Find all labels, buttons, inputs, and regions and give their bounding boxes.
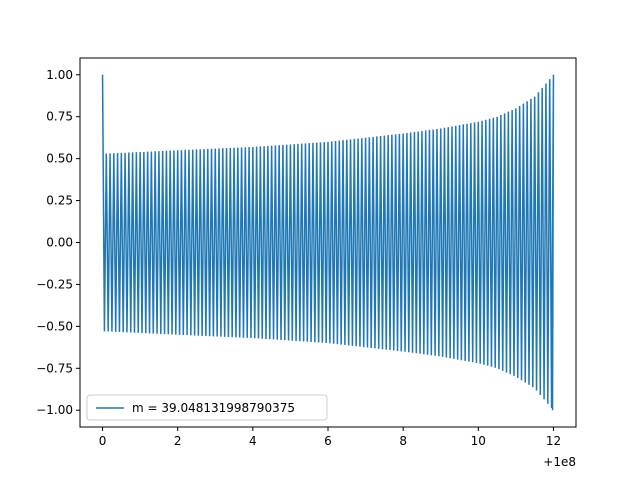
y-tick-label: 1.00 (46, 68, 73, 82)
y-tick-label: 0.00 (46, 236, 73, 250)
y-tick-label: −0.50 (36, 319, 73, 333)
legend: m = 39.048131998790375 (86, 394, 328, 421)
x-tick-label: 4 (249, 434, 257, 448)
y-tick-label: −0.25 (36, 277, 73, 291)
y-tick-label: 0.25 (46, 194, 73, 208)
x-tick-label: 6 (324, 434, 332, 448)
x-tick-label: 8 (399, 434, 407, 448)
x-tick-label: 12 (546, 434, 561, 448)
y-tick-label: −1.00 (36, 403, 73, 417)
series-line (101, 74, 555, 411)
x-tick-label: 0 (99, 434, 107, 448)
series-layer (101, 74, 555, 411)
y-tick-label: 0.50 (46, 152, 73, 166)
legend-entry-label: m = 39.048131998790375 (132, 401, 295, 415)
legend-box (86, 394, 328, 421)
x-axis-ticks: 0 2 4 6 8 10 12 (99, 427, 561, 448)
y-tick-label: 0.75 (46, 110, 73, 124)
x-axis-offset-label: +1e8 (543, 455, 576, 469)
x-tick-label: 10 (471, 434, 486, 448)
y-tick-label: −0.75 (36, 361, 73, 375)
y-axis-ticks: 1.00 0.75 0.50 0.25 0.00 −0.25 −0.50 −0.75 −1.00 (36, 68, 80, 417)
x-tick-label: 2 (174, 434, 182, 448)
